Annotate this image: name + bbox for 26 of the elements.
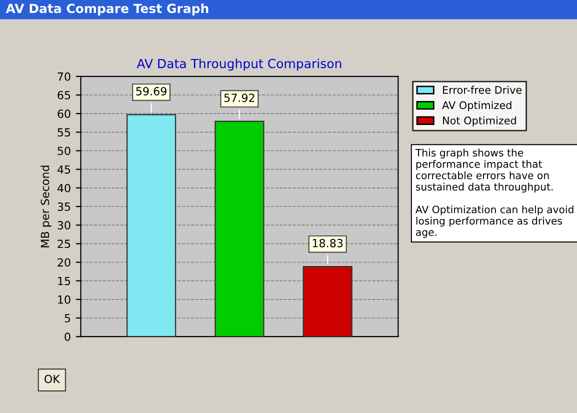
y-tick-label: 5: [64, 314, 70, 322]
y-tick-label: 65: [58, 90, 70, 100]
chart-title: AV Data Throughput Comparison: [136, 58, 342, 71]
text: OK: [44, 374, 60, 384]
data-label: 59.69: [136, 87, 166, 96]
text: This graph shows the performance impact that correctable errors have on sustained data throughput. AV Optimization can help avoid losing performance as drives age.: [415, 148, 574, 238]
legend-label: Not Optimized: [443, 116, 516, 126]
y-tick-label: 30: [58, 221, 70, 230]
y-tick-label: 70: [58, 72, 70, 81]
y-tick-label: 55: [58, 128, 70, 137]
y-tick-label: 35: [58, 202, 70, 211]
data-label: 18.83: [312, 238, 343, 248]
text: AV Data Compare Test Graph: [6, 3, 208, 16]
y-axis-title: MB per Second: [40, 166, 52, 248]
y-tick-label: 0: [64, 332, 70, 341]
y-tick-label: 15: [58, 276, 70, 286]
y-tick-label: 60: [58, 110, 70, 118]
y-tick-label: 50: [58, 146, 70, 156]
y-tick-label: 25: [58, 240, 70, 248]
y-tick-label: 10: [58, 295, 70, 304]
legend-label: AV Optimized: [442, 101, 512, 112]
legend-label: Error-free Drive: [443, 86, 522, 94]
y-tick-label: 45: [57, 165, 70, 174]
y-tick-label: 20: [58, 258, 70, 267]
data-label: 57.92: [224, 94, 254, 102]
y-tick-label: 40: [57, 184, 70, 192]
